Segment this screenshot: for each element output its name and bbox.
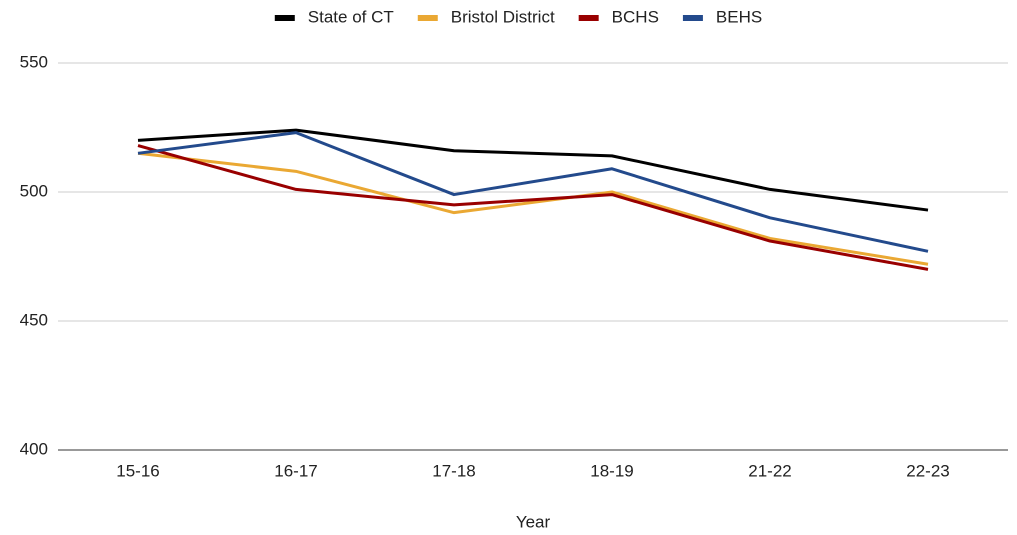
- x-tick-label: 18-19: [590, 461, 633, 480]
- legend-swatch: [578, 15, 599, 21]
- x-tick-label: 21-22: [748, 461, 791, 480]
- legend-label: BEHS: [716, 7, 762, 26]
- x-tick-label: 22-23: [906, 461, 949, 480]
- y-tick-label: 500: [20, 181, 48, 200]
- line-series: [137, 128, 929, 212]
- line-series: [137, 144, 929, 271]
- legend-swatch: [417, 15, 438, 21]
- x-tick-label: 15-16: [116, 461, 159, 480]
- y-tick-label: 550: [20, 52, 48, 71]
- x-tick-label: 16-17: [274, 461, 317, 480]
- line-series: [137, 151, 929, 266]
- legend: State of CT Bristol District BCHS BEHS: [274, 7, 762, 26]
- legend-label: Bristol District: [451, 7, 555, 26]
- legend-swatch: [274, 15, 295, 21]
- line-series: [137, 131, 929, 253]
- legend-label: State of CT: [308, 7, 394, 26]
- legend-swatch: [682, 15, 703, 21]
- y-tick-label: 400: [20, 439, 48, 458]
- legend-label: BCHS: [612, 7, 659, 26]
- y-tick-label: 450: [20, 310, 48, 329]
- x-tick-label: 17-18: [432, 461, 475, 480]
- x-axis-label: Year: [516, 512, 551, 531]
